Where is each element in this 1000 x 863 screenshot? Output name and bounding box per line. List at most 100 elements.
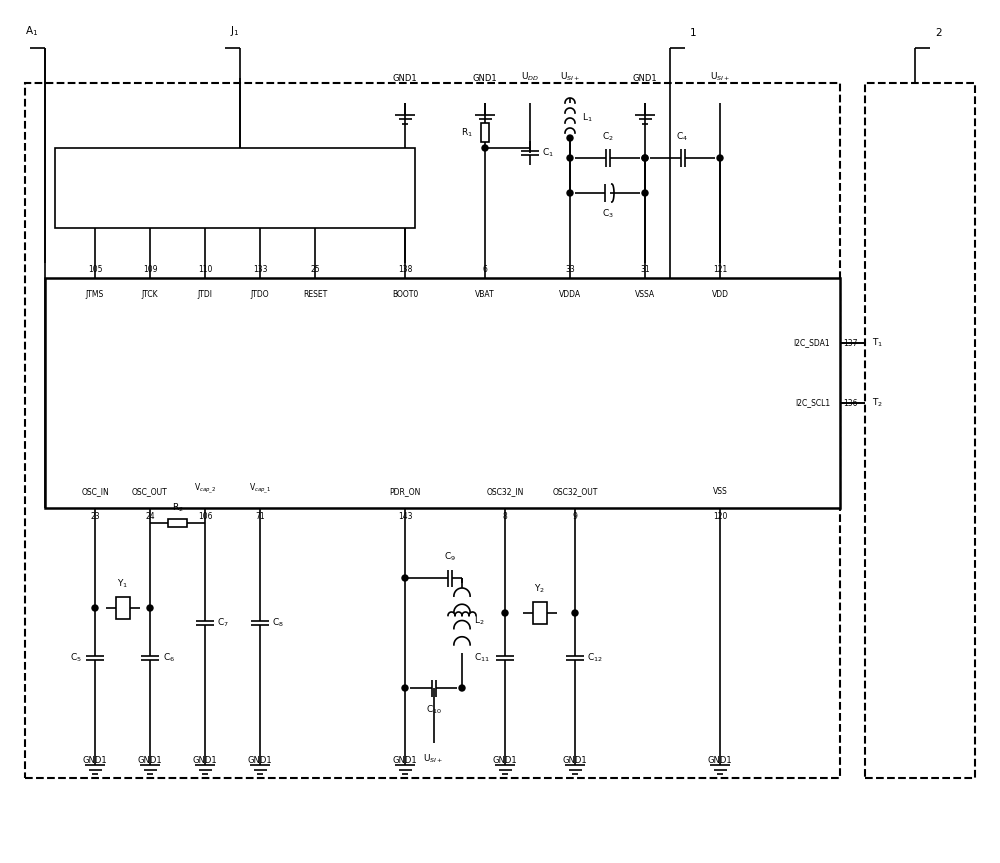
Text: GND1: GND1 — [393, 756, 417, 765]
Text: GND1: GND1 — [493, 756, 517, 765]
Bar — [168, 520, 187, 526]
Text: R$_2$: R$_2$ — [172, 501, 183, 514]
Text: C$_8$: C$_8$ — [272, 617, 284, 629]
Text: 109: 109 — [143, 265, 157, 274]
Text: JTMS: JTMS — [86, 290, 104, 299]
Text: C$_{12}$: C$_{12}$ — [587, 652, 603, 665]
Text: GND1: GND1 — [83, 756, 107, 765]
Bar — [116, 597, 130, 619]
Text: OSC_IN: OSC_IN — [81, 487, 109, 496]
Text: JTDI: JTDI — [198, 290, 212, 299]
Circle shape — [642, 155, 648, 161]
Text: JTDO: JTDO — [251, 290, 269, 299]
Text: I2C_SCL1: I2C_SCL1 — [795, 399, 830, 407]
Text: V$_{cap\_1}$: V$_{cap\_1}$ — [249, 482, 271, 496]
Text: C$_{11}$: C$_{11}$ — [474, 652, 490, 665]
Text: R$_1$: R$_1$ — [461, 127, 473, 139]
Circle shape — [642, 190, 648, 196]
Text: C$_7$: C$_7$ — [217, 617, 229, 629]
Text: GND1: GND1 — [473, 74, 497, 83]
Text: 110: 110 — [198, 265, 212, 274]
Text: 8: 8 — [503, 512, 507, 521]
Text: GND1: GND1 — [138, 756, 162, 765]
Text: U$_{SI+}$: U$_{SI+}$ — [423, 753, 444, 765]
Bar — [865, 83, 975, 778]
Text: OSC_OUT: OSC_OUT — [132, 487, 168, 496]
Text: C$_4$: C$_4$ — [676, 130, 689, 143]
Circle shape — [572, 610, 578, 616]
Circle shape — [642, 155, 648, 161]
Text: C$_6$: C$_6$ — [163, 652, 175, 665]
Text: 105: 105 — [88, 265, 102, 274]
Text: 9: 9 — [573, 512, 577, 521]
Text: VBAT: VBAT — [475, 290, 495, 299]
Text: 120: 120 — [713, 512, 727, 521]
Text: JTCK: JTCK — [142, 290, 158, 299]
Text: VSS: VSS — [713, 487, 727, 496]
Text: 143: 143 — [398, 512, 412, 521]
Text: U$_{SI+}$: U$_{SI+}$ — [560, 71, 580, 83]
Circle shape — [402, 685, 408, 691]
Text: GND1: GND1 — [708, 756, 732, 765]
Text: 121: 121 — [713, 265, 727, 274]
Circle shape — [567, 190, 573, 196]
Text: OSC32_OUT: OSC32_OUT — [552, 487, 598, 496]
Text: 137: 137 — [843, 338, 858, 348]
Text: C$_{10}$: C$_{10}$ — [426, 703, 441, 715]
Text: A$_1$: A$_1$ — [25, 24, 38, 38]
Bar — [481, 123, 489, 142]
Text: 6: 6 — [483, 265, 487, 274]
Circle shape — [717, 155, 723, 161]
Text: RESET: RESET — [303, 290, 327, 299]
Text: 133: 133 — [253, 265, 267, 274]
Text: PDR_ON: PDR_ON — [389, 487, 421, 496]
Text: C$_2$: C$_2$ — [602, 130, 613, 143]
Text: 25: 25 — [310, 265, 320, 274]
Text: 24: 24 — [145, 512, 155, 521]
Text: 71: 71 — [255, 512, 265, 521]
Bar — [533, 602, 547, 624]
Text: BOOT0: BOOT0 — [392, 290, 418, 299]
Text: C$_5$: C$_5$ — [70, 652, 82, 665]
Circle shape — [502, 610, 508, 616]
Text: 23: 23 — [90, 512, 100, 521]
Text: 33: 33 — [565, 265, 575, 274]
Text: 106: 106 — [198, 512, 212, 521]
Circle shape — [402, 575, 408, 581]
Text: J$_1$: J$_1$ — [230, 24, 240, 38]
Text: 2: 2 — [935, 28, 942, 38]
Circle shape — [567, 135, 573, 141]
Circle shape — [92, 605, 98, 611]
Text: L$_1$: L$_1$ — [582, 111, 593, 124]
Text: 138: 138 — [398, 265, 412, 274]
Bar — [55, 148, 415, 228]
Text: VDDA: VDDA — [559, 290, 581, 299]
Circle shape — [482, 145, 488, 151]
Text: T$_1$: T$_1$ — [872, 337, 883, 350]
Circle shape — [567, 155, 573, 161]
Text: C$_9$: C$_9$ — [444, 551, 456, 563]
Text: V$_{cap\_2}$: V$_{cap\_2}$ — [194, 482, 216, 496]
Text: OSC32_IN: OSC32_IN — [486, 487, 524, 496]
Text: GND1: GND1 — [193, 756, 217, 765]
Text: U$_{SI+}$: U$_{SI+}$ — [710, 71, 730, 83]
Circle shape — [147, 605, 153, 611]
Text: I2C_SDA1: I2C_SDA1 — [793, 338, 830, 348]
Text: C$_3$: C$_3$ — [602, 208, 613, 221]
Text: GND1: GND1 — [563, 756, 587, 765]
Bar — [25, 83, 840, 778]
Text: GND1: GND1 — [248, 756, 272, 765]
Circle shape — [459, 685, 465, 691]
Text: C$_1$: C$_1$ — [542, 147, 554, 160]
Text: VDD: VDD — [712, 290, 728, 299]
Bar — [45, 278, 840, 508]
Text: Y$_1$: Y$_1$ — [117, 577, 128, 590]
Text: VSSA: VSSA — [635, 290, 655, 299]
Text: Y$_2$: Y$_2$ — [534, 583, 546, 595]
Text: 1: 1 — [690, 28, 697, 38]
Text: L$_2$: L$_2$ — [474, 614, 485, 627]
Text: U$_{DD}$: U$_{DD}$ — [521, 71, 539, 83]
Text: GND1: GND1 — [633, 74, 657, 83]
Text: T$_2$: T$_2$ — [872, 397, 883, 409]
Text: 136: 136 — [843, 399, 858, 407]
